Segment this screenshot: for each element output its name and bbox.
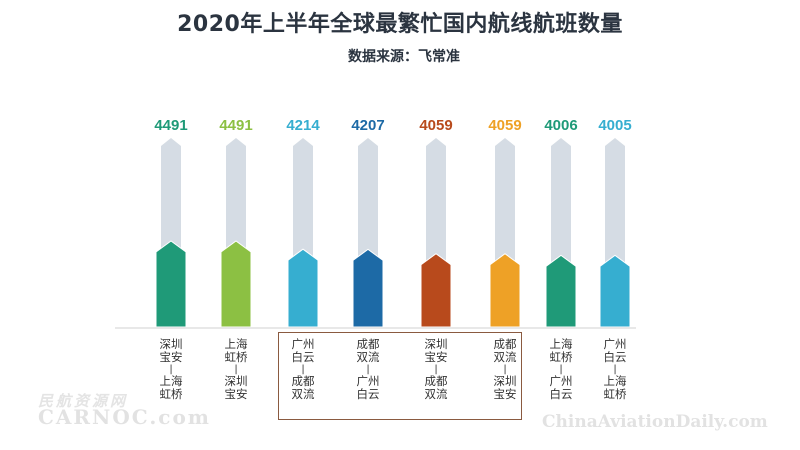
destination-airport: 宝安 [224, 387, 248, 401]
destination-city: 深圳 [224, 374, 248, 388]
origin-city: 深圳 [424, 337, 448, 351]
destination-airport: 白云 [356, 387, 380, 401]
category-label: 上海 虹桥 | 广州 白云 [536, 338, 586, 401]
route-separator: | [366, 364, 370, 375]
destination-city: 深圳 [493, 374, 517, 388]
category-label: 广州 白云 | 成都 双流 [278, 338, 328, 401]
origin-city: 成都 [493, 337, 517, 351]
origin-airport: 白云 [603, 350, 627, 364]
bar-value-label: 4491 [154, 117, 187, 134]
bar [220, 240, 252, 328]
destination-city: 成都 [424, 374, 448, 388]
bar [155, 240, 187, 328]
destination-airport: 双流 [291, 387, 315, 401]
destination-city: 广州 [356, 374, 380, 388]
destination-airport: 白云 [549, 387, 573, 401]
route-separator: | [169, 364, 173, 375]
origin-airport: 白云 [291, 350, 315, 364]
bar [287, 248, 319, 328]
bar-value-label: 4214 [286, 117, 320, 134]
bar-value-label: 4006 [544, 117, 577, 134]
route-separator: | [503, 364, 507, 375]
bar-value-label: 4005 [598, 117, 631, 134]
destination-city: 成都 [291, 374, 315, 388]
bars-group: 4491 4491 4214 4207 4059 4059 4006 4005 [154, 117, 632, 328]
highlight-box [278, 332, 522, 420]
watermark-carnoc-cn: 民航资源网 [38, 392, 129, 410]
origin-airport: 双流 [493, 350, 517, 364]
category-label: 上海 虹桥 | 深圳 宝安 [211, 338, 261, 401]
destination-city: 上海 [603, 374, 627, 388]
category-label: 成都 双流 | 广州 白云 [343, 338, 393, 401]
bar [352, 248, 384, 328]
origin-airport: 虹桥 [549, 350, 573, 364]
origin-city: 深圳 [159, 337, 183, 351]
watermark-chinaaviationdaily: ChinaAviationDaily.com [542, 412, 768, 432]
route-separator: | [434, 364, 438, 375]
destination-airport: 虹桥 [159, 387, 183, 401]
origin-city: 成都 [356, 337, 380, 351]
route-separator: | [559, 364, 563, 375]
bar [489, 253, 521, 328]
bar [420, 253, 452, 328]
origin-airport: 虹桥 [224, 350, 248, 364]
route-separator: | [301, 364, 305, 375]
bar-value-label: 4059 [488, 117, 521, 134]
origin-city: 广州 [603, 337, 627, 351]
origin-airport: 宝安 [424, 350, 448, 364]
category-label: 深圳 宝安 | 成都 双流 [411, 338, 461, 401]
destination-airport: 双流 [424, 387, 448, 401]
bar [545, 254, 577, 328]
route-separator: | [613, 364, 617, 375]
route-separator: | [234, 364, 238, 375]
chart-subtitle: 数据来源：飞常准 [348, 49, 460, 65]
category-label: 广州 白云 | 上海 虹桥 [590, 338, 640, 401]
destination-city: 广州 [549, 374, 573, 388]
bar-value-label: 4059 [419, 117, 452, 134]
category-label: 成都 双流 | 深圳 宝安 [480, 338, 530, 401]
chart-title: 2020年上半年全球最繁忙国内航线航班数量 [177, 12, 623, 37]
origin-city: 上海 [224, 337, 248, 351]
origin-airport: 宝安 [159, 350, 183, 364]
origin-city: 广州 [291, 337, 315, 351]
destination-airport: 虹桥 [603, 387, 627, 401]
category-label: 深圳 宝安 | 上海 虹桥 [146, 338, 196, 401]
bar [599, 254, 631, 328]
destination-airport: 宝安 [493, 387, 517, 401]
bar-value-label: 4491 [219, 117, 252, 134]
origin-city: 上海 [549, 337, 573, 351]
bar-value-label: 4207 [351, 117, 384, 134]
destination-city: 上海 [159, 374, 183, 388]
watermark-carnoc: CARNOC.com [38, 405, 211, 429]
origin-airport: 双流 [356, 350, 380, 364]
